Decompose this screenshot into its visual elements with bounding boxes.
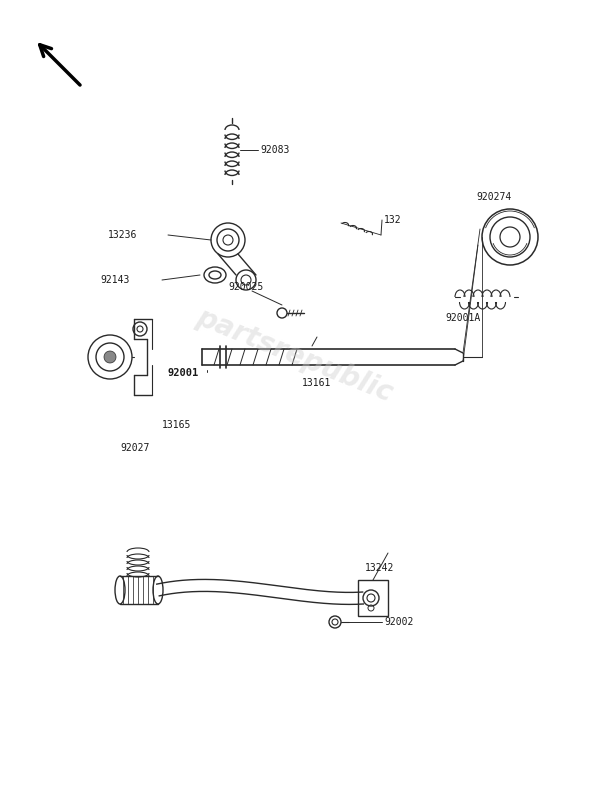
- Text: 13165: 13165: [162, 420, 191, 430]
- Text: partsrepublic: partsrepublic: [193, 303, 397, 407]
- Text: 92001: 92001: [168, 368, 199, 378]
- Text: 92001A: 92001A: [445, 313, 480, 323]
- Text: 13161: 13161: [302, 378, 331, 388]
- Text: 92002: 92002: [384, 617, 413, 627]
- Text: 920274: 920274: [476, 192, 511, 202]
- Text: 13242: 13242: [365, 563, 394, 573]
- Bar: [358, 580, 388, 616]
- Text: 92083: 92083: [260, 145, 289, 155]
- Circle shape: [104, 351, 116, 363]
- Text: 13236: 13236: [108, 230, 137, 240]
- Text: 132: 132: [384, 215, 401, 225]
- Text: 92027: 92027: [120, 443, 149, 453]
- Text: 920025: 920025: [228, 282, 263, 292]
- Text: 92143: 92143: [100, 275, 130, 285]
